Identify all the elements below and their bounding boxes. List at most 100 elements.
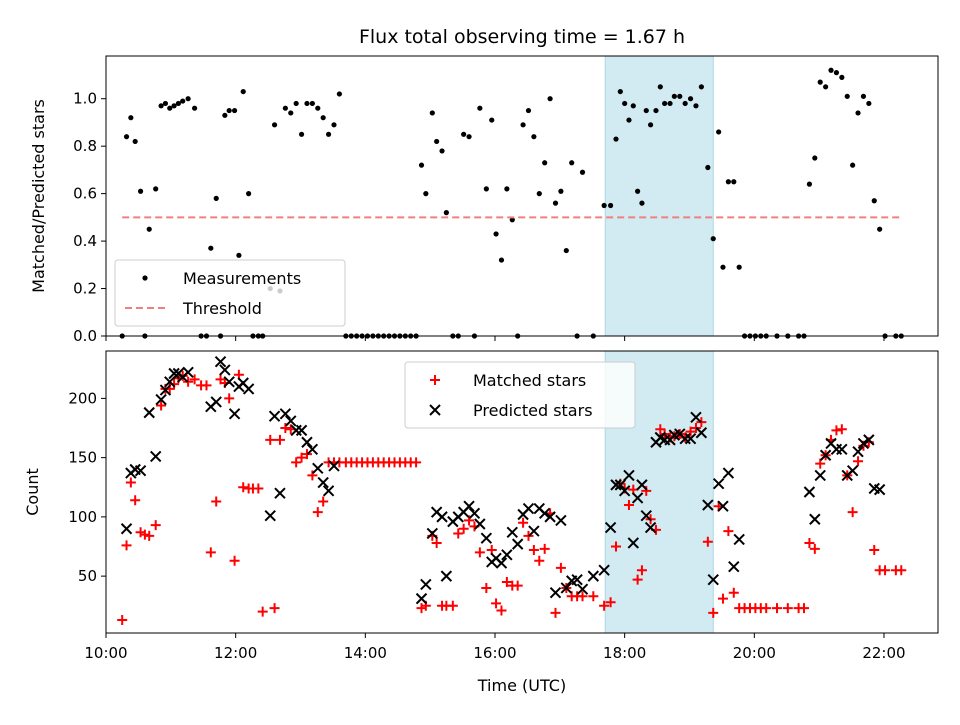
x-tick-label: 18:00 (603, 644, 646, 662)
data-point (509, 217, 515, 223)
data-point (880, 565, 891, 576)
data-point (873, 483, 886, 496)
data-point (274, 434, 285, 445)
data-point (483, 186, 489, 192)
data-point (504, 186, 510, 192)
data-point (123, 134, 130, 140)
data-point (725, 179, 731, 185)
data-point (180, 98, 186, 104)
data-point (869, 545, 880, 556)
data-point (236, 252, 242, 258)
legend-marker (142, 275, 148, 281)
data-point (274, 487, 286, 499)
data-point (325, 131, 332, 137)
data-point (523, 530, 534, 541)
data-point (306, 443, 319, 456)
series-predicted-stars (120, 355, 886, 605)
data-point (717, 500, 729, 512)
data-point (285, 415, 297, 427)
data-point (722, 467, 735, 479)
data-point (707, 573, 719, 586)
data-point (682, 100, 688, 107)
data-point (125, 477, 136, 488)
data-point (158, 103, 164, 109)
data-point (130, 495, 141, 506)
data-point (153, 186, 159, 192)
data-point (474, 518, 486, 530)
data-point (831, 425, 842, 436)
data-point (728, 587, 739, 598)
data-point (542, 160, 548, 166)
data-point (626, 117, 632, 123)
data-point (481, 582, 492, 593)
data-point (120, 523, 133, 535)
data-point (171, 103, 177, 109)
data-point (318, 496, 329, 507)
data-point (182, 366, 194, 379)
data-point (185, 96, 191, 102)
data-point (576, 583, 589, 595)
data-point (846, 464, 859, 477)
data-point (246, 191, 252, 197)
data-point (550, 607, 561, 618)
y-axis-label: Count (23, 468, 42, 516)
data-point (525, 107, 532, 114)
legend-label: Measurements (183, 269, 301, 288)
data-point (231, 107, 238, 114)
data-point (563, 247, 569, 254)
data-point (736, 264, 742, 270)
data-point (474, 547, 485, 558)
data-point (815, 458, 826, 469)
data-point (269, 603, 280, 614)
data-point (723, 526, 734, 537)
data-point (253, 483, 264, 494)
data-point (690, 423, 701, 434)
data-point (512, 580, 523, 591)
data-point (466, 134, 472, 140)
data-point (210, 396, 222, 408)
data-point (498, 257, 505, 263)
data-point (705, 164, 711, 171)
data-point (312, 462, 324, 475)
data-point (611, 541, 622, 552)
data-point (280, 423, 291, 434)
data-point (695, 427, 708, 439)
data-point (418, 162, 425, 168)
data-point (495, 557, 508, 569)
data-point (146, 226, 152, 232)
data-point (696, 417, 707, 428)
x-tick-label: 10:00 (84, 644, 127, 662)
data-point (613, 136, 619, 142)
data-point (423, 191, 429, 197)
data-point (662, 100, 668, 107)
data-point (644, 521, 657, 534)
data-point (528, 525, 540, 537)
data-point (411, 457, 422, 468)
data-point (121, 540, 132, 551)
legend-marker (430, 375, 440, 385)
data-point (489, 117, 495, 123)
data-point (857, 437, 870, 450)
data-point (501, 549, 513, 561)
data-point (614, 479, 627, 491)
data-point (623, 500, 634, 511)
data-point (555, 562, 566, 573)
data-point (657, 84, 663, 90)
data-point (690, 411, 702, 424)
data-point (839, 74, 845, 80)
data-point (453, 528, 464, 539)
y-tick-label: 1.0 (73, 90, 97, 108)
data-point (608, 202, 614, 209)
data-point (812, 155, 818, 161)
data-point (588, 591, 599, 602)
legend-label: Matched stars (473, 371, 586, 390)
data-point (804, 537, 815, 548)
data-point (480, 532, 493, 544)
data-point (547, 96, 553, 102)
data-point (598, 564, 610, 576)
legend-marker (429, 404, 441, 416)
data-point (298, 131, 305, 137)
data-point (761, 603, 772, 614)
data-point (143, 406, 155, 419)
